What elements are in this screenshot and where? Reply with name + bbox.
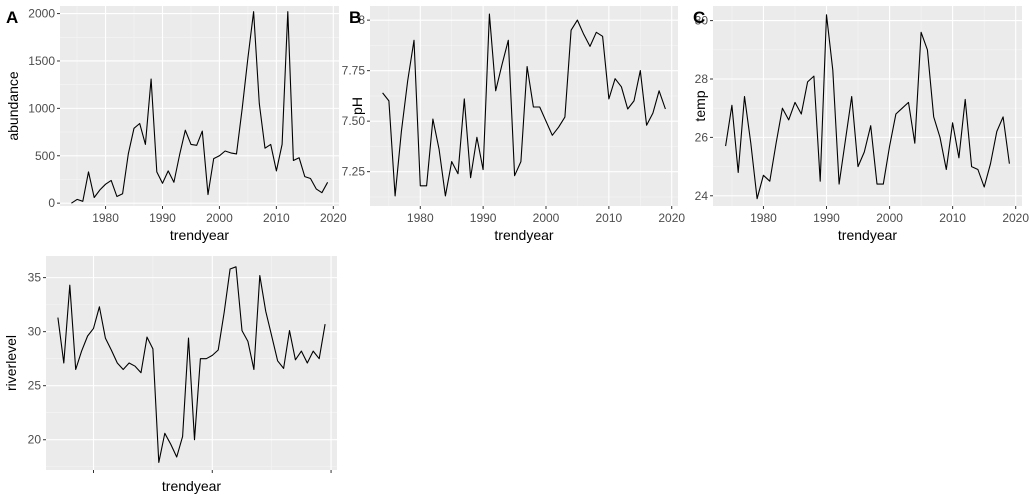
x-tick-label: 2020: [1002, 211, 1029, 225]
y-axis-title: riverlevel: [3, 335, 19, 391]
chart-panel: 20 25 30 35 trendyear riverlevel: [3, 256, 337, 494]
y-tick-label: 7.25: [342, 165, 366, 179]
x-tick-label: 2020: [658, 211, 685, 225]
x-axis-title: trendyear: [162, 478, 221, 494]
y-tick-label: 7.75: [342, 64, 366, 78]
y-tick-label: 1000: [28, 101, 55, 115]
y-tick-label: 2000: [28, 7, 55, 21]
series-line: [71, 11, 329, 204]
chart-panel: 1980 1990 2000 2010 2020 24 26 28 30 trendyear tem…: [692, 6, 1029, 243]
y-tick-label: 0: [48, 196, 55, 210]
panel-tag-label: A: [6, 8, 18, 27]
y-tick-label: 28: [695, 72, 709, 86]
x-tick-label: 1990: [813, 211, 840, 225]
y-tick-label: 20: [28, 433, 42, 447]
chart-panel: 1980 1990 2000 2010 2020 7.25 7.50 7.75 8 trendye…: [342, 6, 685, 243]
x-tick-label: 2000: [876, 211, 903, 225]
x-tick-label: 1980: [750, 211, 777, 225]
y-tick-label: 35: [28, 271, 42, 285]
x-tick-label: 2010: [939, 211, 966, 225]
y-tick-label: 26: [695, 130, 709, 144]
y-axis-title: abundance: [5, 71, 21, 141]
panel-background: [713, 6, 1022, 206]
x-tick-label: 1980: [92, 211, 119, 225]
series-line: [725, 14, 1010, 200]
y-tick-label: 30: [28, 325, 42, 339]
y-axis-title: pH: [349, 97, 365, 115]
x-tick-label: 2000: [206, 211, 233, 225]
y-tick-label: 7.50: [342, 114, 366, 128]
y-tick-label: 500: [35, 149, 55, 163]
y-tick-label: 25: [28, 379, 42, 393]
panel-background: [46, 256, 337, 470]
chart-panel: 1980 1990 2000 2010 2020 0 500 1000 1500 2000 tren…: [5, 6, 347, 243]
panel-background: [60, 6, 339, 206]
x-tick-label: 2020: [320, 211, 347, 225]
x-tick-label: 1990: [149, 211, 176, 225]
y-tick-label: 24: [695, 189, 709, 203]
x-axis-title: trendyear: [170, 227, 229, 243]
x-tick-label: 2010: [596, 211, 623, 225]
x-tick-label: 2010: [263, 211, 290, 225]
panel-tag-label: B: [349, 8, 361, 27]
x-axis-title: trendyear: [494, 227, 553, 243]
x-tick-label: 1980: [407, 211, 434, 225]
y-tick-label: 8: [358, 13, 365, 27]
series-line: [382, 13, 666, 197]
y-axis-title: temp: [692, 90, 708, 121]
y-tick-label: 30: [695, 14, 709, 28]
y-tick-label: 1500: [28, 54, 55, 68]
series-line: [57, 266, 326, 463]
x-axis-title: trendyear: [838, 227, 897, 243]
panel-tag-label: C: [693, 8, 705, 27]
x-tick-label: 1990: [470, 211, 497, 225]
x-tick-label: 2000: [533, 211, 560, 225]
